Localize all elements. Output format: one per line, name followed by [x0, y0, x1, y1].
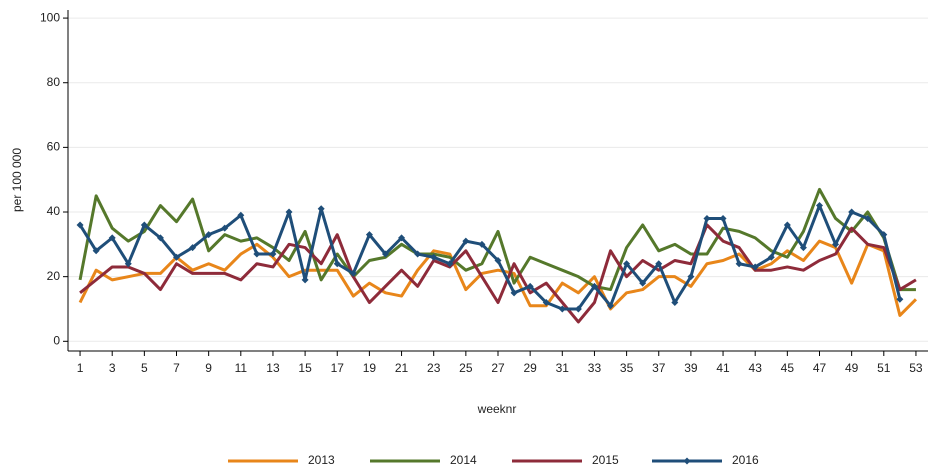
series-marker [751, 263, 759, 271]
series-marker [864, 214, 872, 222]
series-marker [92, 247, 100, 255]
x-tick-label: 31 [556, 361, 570, 375]
series-marker [735, 260, 743, 268]
series-line [79, 223, 917, 324]
x-tick-label: 29 [523, 361, 537, 375]
y-tick-label: 0 [53, 333, 60, 347]
x-tick-label: 45 [781, 361, 795, 375]
x-tick-label: 7 [173, 361, 180, 375]
x-axis-label: weeknr [477, 402, 517, 416]
series-marker [623, 260, 631, 268]
series-marker [76, 221, 84, 229]
series-marker [430, 253, 438, 261]
x-tick-label: 33 [588, 361, 602, 375]
series-marker [414, 250, 422, 258]
series-marker [478, 240, 486, 248]
y-tick-label: 100 [40, 10, 60, 24]
series-marker [446, 260, 454, 268]
series-marker [510, 289, 518, 297]
series-marker [639, 279, 647, 287]
series-marker [815, 202, 823, 210]
legend-marker [683, 457, 691, 465]
series-marker [349, 269, 357, 277]
x-tick-label: 1 [77, 361, 84, 375]
series-marker [590, 282, 598, 290]
series-marker [832, 240, 840, 248]
series-marker [558, 305, 566, 313]
x-tick-label: 39 [684, 361, 698, 375]
series-marker [799, 244, 807, 252]
x-tick-label: 11 [235, 361, 248, 375]
x-tick-label: 19 [363, 361, 377, 375]
x-tick-label: 9 [205, 361, 212, 375]
legend-label: 2013 [308, 453, 335, 467]
series-marker [317, 205, 325, 213]
x-tick-label: 51 [877, 361, 891, 375]
series-marker [140, 221, 148, 229]
x-tick-label: 41 [716, 361, 730, 375]
series-marker [108, 234, 116, 242]
x-tick-label: 17 [331, 361, 345, 375]
series-marker [156, 234, 164, 242]
y-tick-label: 20 [47, 269, 61, 283]
x-tick-label: 53 [909, 361, 923, 375]
series-marker [896, 295, 904, 303]
series-marker [301, 276, 309, 284]
series-line [78, 204, 902, 311]
series-marker [221, 224, 229, 232]
x-tick-label: 43 [749, 361, 763, 375]
x-tick-label: 49 [845, 361, 859, 375]
series-line [78, 187, 916, 292]
series-marker [848, 208, 856, 216]
series-marker [381, 250, 389, 258]
series-marker [173, 253, 181, 261]
series-marker [719, 214, 727, 222]
series-marker [687, 273, 695, 281]
series-marker [880, 231, 888, 239]
x-tick-label: 37 [652, 361, 666, 375]
series-marker [655, 260, 663, 268]
series-marker [494, 256, 502, 264]
legend-label: 2015 [592, 453, 619, 467]
y-tick-label: 40 [47, 204, 61, 218]
x-tick-label: 13 [266, 361, 280, 375]
series-marker [703, 214, 711, 222]
series-marker [783, 221, 791, 229]
series-marker [574, 305, 582, 313]
x-tick-label: 5 [141, 361, 148, 375]
series-marker [607, 302, 615, 310]
series-marker [365, 231, 373, 239]
series-marker [462, 237, 470, 245]
x-tick-label: 23 [427, 361, 441, 375]
y-axis-label: per 100 000 [10, 148, 24, 212]
legend-label: 2014 [450, 453, 477, 467]
series-marker [671, 299, 679, 307]
x-tick-label: 35 [620, 361, 634, 375]
series-marker [542, 299, 550, 307]
series-marker [333, 260, 341, 268]
x-tick-label: 15 [298, 361, 312, 375]
series-marker [767, 253, 775, 261]
y-tick-label: 60 [47, 140, 61, 154]
series-marker [205, 231, 213, 239]
series-marker [526, 282, 534, 290]
series-marker [285, 208, 293, 216]
series-marker [253, 250, 261, 258]
x-tick-label: 27 [491, 361, 505, 375]
series-marker [124, 260, 132, 268]
series-marker [398, 234, 406, 242]
legend-label: 2016 [732, 453, 759, 467]
series-marker [237, 211, 245, 219]
series-line [78, 239, 918, 317]
x-tick-label: 21 [395, 361, 409, 375]
series-marker [269, 250, 277, 258]
x-tick-label: 25 [459, 361, 473, 375]
x-tick-label: 3 [109, 361, 116, 375]
series-marker [189, 244, 197, 252]
x-tick-label: 47 [813, 361, 827, 375]
y-tick-label: 80 [47, 75, 61, 89]
